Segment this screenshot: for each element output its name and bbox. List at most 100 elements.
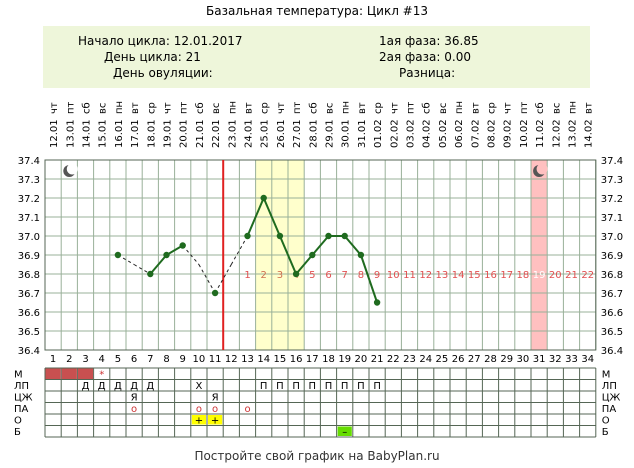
x-day-number: 26 xyxy=(452,354,465,365)
x-weekday-label: пт xyxy=(406,101,417,114)
x-weekday-label: чт xyxy=(49,102,60,114)
y-tick-label-left: 37.0 xyxy=(18,232,40,243)
row-label-right: Б xyxy=(602,427,609,438)
x-weekday-label: пн xyxy=(227,101,238,114)
y-tick-label-left: 37.1 xyxy=(18,213,40,224)
row-label-left: ПА xyxy=(14,404,29,415)
y-tick-label-right: 36.6 xyxy=(601,308,623,319)
phase2-day-counter: 11 xyxy=(403,270,416,281)
ovulation-day-row: День овуляции: xyxy=(113,66,213,80)
y-tick-label-right: 37.1 xyxy=(601,213,623,224)
moon-icon xyxy=(63,163,78,177)
y-tick-label-left: 36.8 xyxy=(18,270,40,281)
phase2-day-counter: 8 xyxy=(358,270,364,281)
x-day-number: 24 xyxy=(419,354,432,365)
x-date-label: 02.02 xyxy=(389,119,400,148)
temperature-point xyxy=(179,242,186,249)
x-date-label: 03.02 xyxy=(406,119,417,148)
temperature-segment xyxy=(311,235,330,256)
lp-mark: Д xyxy=(98,381,106,392)
temperature-segment xyxy=(295,254,314,275)
temperature-segment xyxy=(182,245,200,265)
x-day-number: 4 xyxy=(99,354,105,365)
lp-mark: П xyxy=(325,381,333,392)
row-label-left: ЛП xyxy=(14,381,29,392)
lp-mark: Д xyxy=(146,381,154,392)
phase2-day-counter: 6 xyxy=(325,270,331,281)
x-weekday-label: сб xyxy=(308,102,319,114)
y-tick-label-left: 37.2 xyxy=(18,194,40,205)
x-weekday-label: сб xyxy=(422,102,433,114)
phase2-day-counter: 15 xyxy=(468,270,481,281)
intercourse-mark: o xyxy=(196,404,202,415)
moon-icon-part xyxy=(66,163,78,175)
x-weekday-label: пн xyxy=(114,101,125,114)
x-day-number: 9 xyxy=(180,354,186,365)
phase1-label: 1ая фаза: xyxy=(379,34,441,48)
temperature-segment xyxy=(359,254,379,303)
phase1-row: 1ая фаза: 36.85 xyxy=(379,34,479,48)
phase2-day-counter: 2 xyxy=(261,270,267,281)
x-date-label: 22.01 xyxy=(211,119,222,148)
x-date-label: 18.01 xyxy=(146,119,157,148)
x-date-label: 31.01 xyxy=(357,119,368,148)
x-date-label: 27.01 xyxy=(292,119,303,148)
row-label-right: М xyxy=(602,370,611,381)
phase2-value: 0.00 xyxy=(444,50,471,64)
x-date-label: 29.01 xyxy=(325,119,336,148)
lp-mark: П xyxy=(309,381,317,392)
y-tick-label-left: 36.9 xyxy=(18,251,40,262)
x-weekday-label: вт xyxy=(130,102,141,114)
x-day-number: 17 xyxy=(306,354,319,365)
temperature-segment xyxy=(343,235,362,256)
temperature-point xyxy=(211,289,219,297)
phase2-day-counter: 5 xyxy=(309,270,315,281)
x-weekday-label: ср xyxy=(146,102,157,114)
lp-mark: П xyxy=(357,381,365,392)
lp-mark: П xyxy=(373,381,381,392)
x-weekday-label: пн xyxy=(454,101,465,114)
x-weekday-label: ср xyxy=(373,102,384,114)
cycle-start-label: Начало цикла: xyxy=(78,34,170,48)
y-tick-label-right: 36.9 xyxy=(601,251,623,262)
x-weekday-label: вс xyxy=(325,103,336,114)
x-weekday-label: вт xyxy=(357,102,368,114)
y-tick-label-left: 37.4 xyxy=(18,156,40,167)
lp-mark: Д xyxy=(130,381,138,392)
x-day-number: 32 xyxy=(549,354,562,365)
phase2-day-counter: 1 xyxy=(244,270,250,281)
x-weekday-label: ср xyxy=(260,102,271,114)
x-date-label: 05.02 xyxy=(438,119,449,148)
temperature-point xyxy=(325,232,332,240)
x-day-number: 34 xyxy=(581,354,594,365)
x-day-number: 7 xyxy=(147,354,153,365)
x-date-label: 20.01 xyxy=(179,119,190,148)
x-weekday-label: пт xyxy=(65,101,76,114)
cycle-info-panel: Начало цикла: 12.01.2017 День цикла: 21 … xyxy=(43,26,590,88)
temperature-point xyxy=(309,251,316,259)
x-date-label: 07.02 xyxy=(470,119,481,148)
x-day-number: 18 xyxy=(322,354,335,365)
chart-title: Базальная температура: Цикл #13 xyxy=(205,4,428,18)
ovulation-test-mark: + xyxy=(211,416,219,427)
y-tick-label-right: 37.0 xyxy=(601,232,623,243)
x-weekday-label: чт xyxy=(163,102,174,114)
moon-icon xyxy=(533,163,548,177)
x-date-label: 09.02 xyxy=(503,119,514,148)
temperature-point xyxy=(341,232,348,240)
phase2-day-counter: 10 xyxy=(387,270,400,281)
moon-icon-part xyxy=(536,163,548,175)
x-date-label: 16.01 xyxy=(114,119,125,148)
x-weekday-label: чт xyxy=(276,102,287,114)
x-day-number: 25 xyxy=(436,354,449,365)
y-tick-label-left: 36.5 xyxy=(18,327,40,338)
cycle-day-label: День цикла: xyxy=(104,50,182,64)
phase2-day-counter: 12 xyxy=(419,270,432,281)
footer-link[interactable]: Постройте свой график на BabyPlan.ru xyxy=(194,449,440,463)
y-tick-label-right: 37.2 xyxy=(601,194,623,205)
pregnancy-test-mark-cell xyxy=(337,426,352,436)
intercourse-mark: o xyxy=(131,404,137,415)
temperature-point xyxy=(292,270,300,278)
x-date-label: 14.02 xyxy=(584,119,595,148)
